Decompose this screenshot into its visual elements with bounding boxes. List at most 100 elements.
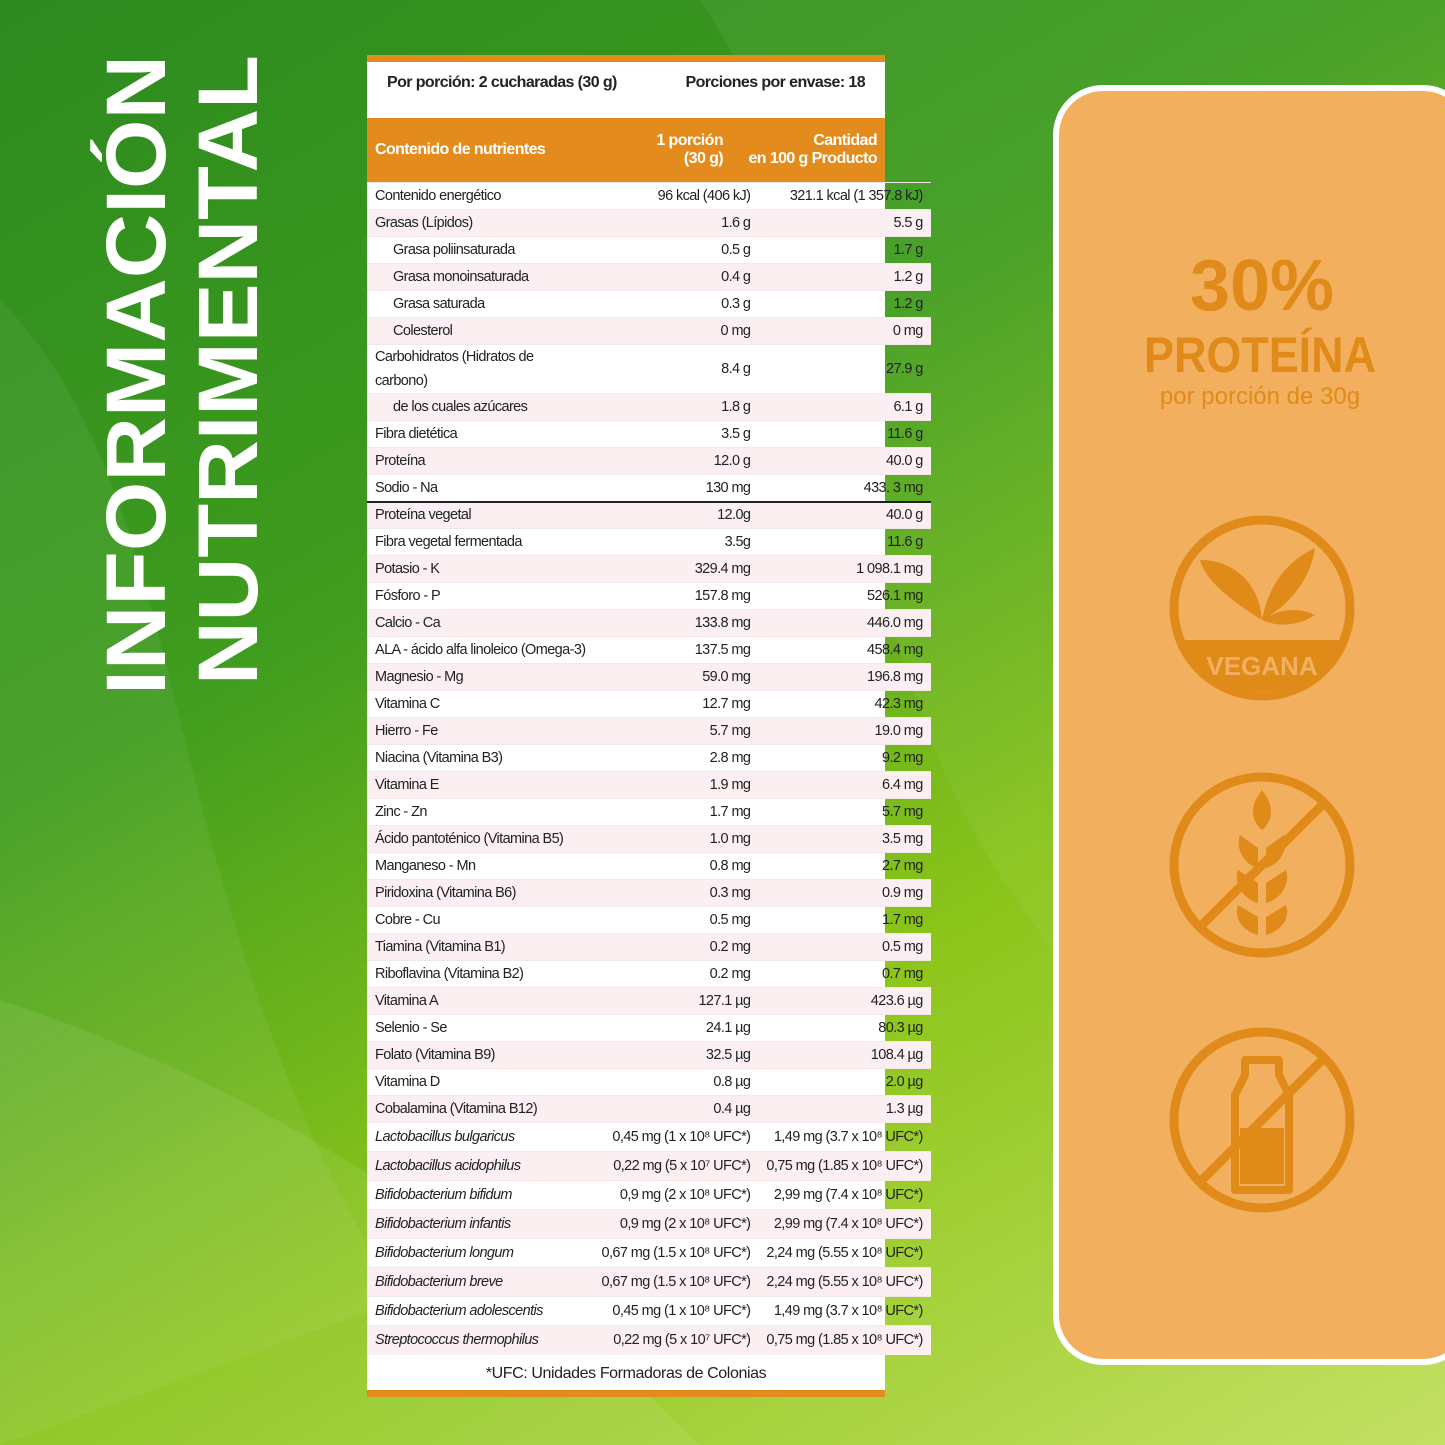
table-row: Fósforo - P 157.8 mg 526.1 mg [367,582,931,610]
nutrient-name: Riboflavina (Vitamina B2) [367,960,594,988]
nutrient-value: 0.9 mg [758,879,931,907]
table-row: Folato (Vitamina B9) 32.5 µg 108.4 µg [367,1041,931,1069]
nutrient-value: 0,45 mg (1 x 10⁸ UFC*) [593,1296,759,1326]
nutrient-value: 11.6 g [758,420,931,448]
nutrient-value: 5.7 mg [758,798,931,826]
nutrient-value: 5.7 mg [593,717,759,745]
table-body: Contenido energético 96 kcal (406 kJ) 321.… [367,182,931,1355]
nutrient-name: Bifidobacterium bifidum [367,1180,594,1210]
table-row: Bifidobacterium adolescentis 0,45 mg (1 x… [367,1296,931,1326]
nutrient-value: 157.8 mg [593,582,759,610]
nutrient-value: 108.4 µg [758,1041,931,1069]
nutrient-value: 2.7 mg [758,852,931,880]
nutrient-value: 133.8 mg [593,609,759,637]
nutrient-value: 458.4 mg [758,636,931,664]
nutrient-value: 12.7 mg [593,690,759,718]
nutrient-value: 1.7 mg [593,798,759,826]
nutrient-name: Vitamina E [367,771,594,799]
nutrient-value: 2,24 mg (5.55 x 10⁸ UFC*) [758,1238,931,1268]
nutrient-value: 0.8 µg [593,1068,759,1096]
nutrient-name: Streptococcus thermophilus [367,1325,594,1355]
nutrient-value: 0.4 µg [593,1095,759,1123]
table-row: Vitamina C 12.7 mg 42.3 mg [367,690,931,718]
nutrient-value: 40.0 g [758,447,931,475]
table-row: Cobre - Cu 0.5 mg 1.7 mg [367,906,931,934]
nutrient-value: 19.0 mg [758,717,931,745]
table-row: Calcio - Ca 133.8 mg 446.0 mg [367,609,931,637]
table-row: Vitamina D 0.8 µg 2.0 µg [367,1068,931,1096]
table-row: Streptococcus thermophilus 0,22 mg (5 x 1… [367,1325,931,1355]
nutrient-name: Potasio - K [367,555,594,583]
header-cell: Contenido de nutrientes [375,141,546,158]
dairy-free-icon [1169,1027,1355,1213]
nutrient-value: 446.0 mg [758,609,931,637]
nutrient-value: 0 mg [593,317,759,345]
servings-per-container: Porciones por envase: 18 [685,74,866,91]
table-row: Tiamina (Vitamina B1) 0.2 mg 0.5 mg [367,933,931,961]
nutrient-name: Cobre - Cu [367,906,594,934]
nutrient-value: 127.1 µg [593,987,759,1015]
nutrient-name: Ácido pantoténico (Vitamina B5) [367,825,594,853]
nutrient-name: Fósforo - P [367,582,594,610]
table-row: ALA - ácido alfa linoleico (Omega-3) 137.… [367,636,931,664]
nutrient-value: 423.6 µg [758,987,931,1015]
table-row: Selenio - Se 24.1 µg 80.3 µg [367,1014,931,1042]
nutrient-value: 1.9 mg [593,771,759,799]
nutrient-name: Bifidobacterium longum [367,1238,594,1268]
nutrient-name: Magnesio - Mg [367,663,594,691]
nutrient-value: 0.7 mg [758,960,931,988]
nutrient-value: 0,45 mg (1 x 10⁸ UFC*) [593,1122,759,1152]
nutrient-name: Sodio - Na [367,474,594,502]
table-row: Lactobacillus bulgaricus 0,45 mg (1 x 10⁸… [367,1122,931,1152]
table-row: Hierro - Fe 5.7 mg 19.0 mg [367,717,931,745]
nutrient-name: Niacina (Vitamina B3) [367,744,594,772]
nutrient-value: 1.6 g [593,209,759,237]
nutrient-value: 3.5g [593,528,759,556]
header-line: en 100 g Producto [748,150,878,167]
nutrient-name: Lactobacillus bulgaricus [367,1122,594,1152]
nutrient-name: Vitamina C [367,690,594,718]
title-line: INFORMACIÓN [89,55,183,695]
nutrient-value: 0,9 mg (2 x 10⁸ UFC*) [593,1209,759,1239]
table-row: Bifidobacterium longum 0,67 mg (1.5 x 10⁸… [367,1238,931,1268]
nutrient-name: ALA - ácido alfa linoleico (Omega-3) [367,636,594,664]
nutrient-value: 0.2 mg [593,933,759,961]
nutrient-value: 24.1 µg [593,1014,759,1042]
nutrient-value: 0,67 mg (1.5 x 10⁸ UFC*) [593,1267,759,1297]
nutrient-value: 42.3 mg [758,690,931,718]
nutrient-value: 9.2 mg [758,744,931,772]
nutrient-value: 8.4 g [593,344,759,394]
nutrient-value: 2,99 mg (7.4 x 10⁸ UFC*) [758,1180,931,1210]
table-row: Potasio - K 329.4 mg 1 098.1 mg [367,555,931,583]
nutrient-name: Lactobacillus acidophilus [367,1151,594,1181]
nutrient-name: Calcio - Ca [367,609,594,637]
nutrient-name: Bifidobacterium breve [367,1267,594,1297]
nutrient-value: 1,49 mg (3.7 x 10⁸ UFC*) [758,1296,931,1326]
header-line: Cantidad [813,132,877,149]
table-row: Riboflavina (Vitamina B2) 0.2 mg 0.7 mg [367,960,931,988]
nutrient-name: Tiamina (Vitamina B1) [367,933,594,961]
table-row: Vitamina E 1.9 mg 6.4 mg [367,771,931,799]
nutrient-value: 1,49 mg (3.7 x 10⁸ UFC*) [758,1122,931,1152]
nutrient-value: 329.4 mg [593,555,759,583]
nutrient-value: 27.9 g [758,344,931,394]
nutrient-value: 0.4 g [593,263,759,291]
nutrient-value: 1.7 mg [758,906,931,934]
nutrient-value: 1.2 g [758,290,931,318]
table-row: Bifidobacterium bifidum 0,9 mg (2 x 10⁸ U… [367,1180,931,1210]
nutrient-value: 0.3 mg [593,879,759,907]
nutrient-name: Vitamina A [367,987,594,1015]
nutrient-value: 59.0 mg [593,663,759,691]
nutrient-name: Carbohidratos (Hidratos de carbono) [367,344,594,394]
table-row: Piridoxina (Vitamina B6) 0.3 mg 0.9 mg [367,879,931,907]
table-row: Manganeso - Mn 0.8 mg 2.7 mg [367,852,931,880]
nutrient-name: Vitamina D [367,1068,594,1096]
nutrient-value: 12.0 g [593,447,759,475]
table-row: Grasa poliinsaturada 0.5 g 1.7 g [367,236,931,264]
table-row: Bifidobacterium infantis 0,9 mg (2 x 10⁸ … [367,1209,931,1239]
table-row: Niacina (Vitamina B3) 2.8 mg 9.2 mg [367,744,931,772]
nutrient-name: de los cuales azúcares [367,393,594,421]
protein-percent: 30% [1190,246,1334,326]
table-row: Zinc - Zn 1.7 mg 5.7 mg [367,798,931,826]
table-row: Sodio - Na 130 mg 433. 3 mg [367,474,931,502]
